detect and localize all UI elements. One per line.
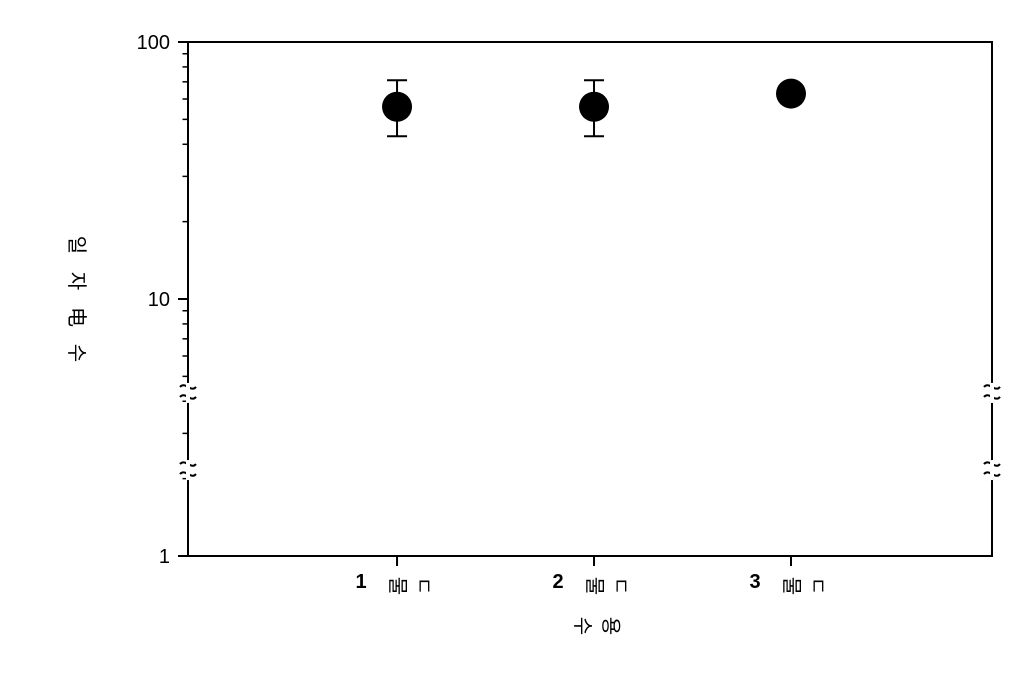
svg-text:1: 1 — [159, 546, 170, 568]
svg-text:3: 3 — [749, 571, 760, 593]
svg-text:수: 수 — [65, 344, 87, 362]
svg-text:물: 물 — [583, 577, 605, 595]
svg-text:1: 1 — [355, 571, 366, 593]
svg-text:일: 일 — [65, 236, 88, 254]
svg-text:물: 물 — [780, 577, 802, 595]
chart-svg: 110100일자电수1물ㄷ2물ㄷ3물ㄷ수용 — [0, 0, 1036, 676]
svg-text:수: 수 — [571, 617, 593, 635]
chart-container: 110100일자电수1물ㄷ2물ㄷ3물ㄷ수용 — [0, 0, 1036, 676]
svg-text:100: 100 — [137, 32, 170, 54]
svg-text:电: 电 — [65, 307, 88, 327]
svg-text:ㄷ: ㄷ — [412, 577, 434, 595]
svg-text:ㄷ: ㄷ — [806, 577, 828, 595]
svg-text:10: 10 — [148, 289, 170, 311]
svg-text:2: 2 — [552, 571, 563, 593]
svg-text:용: 용 — [599, 617, 621, 635]
svg-text:물: 물 — [386, 577, 408, 595]
svg-text:ㄷ: ㄷ — [609, 577, 631, 595]
svg-text:자: 자 — [65, 272, 88, 290]
